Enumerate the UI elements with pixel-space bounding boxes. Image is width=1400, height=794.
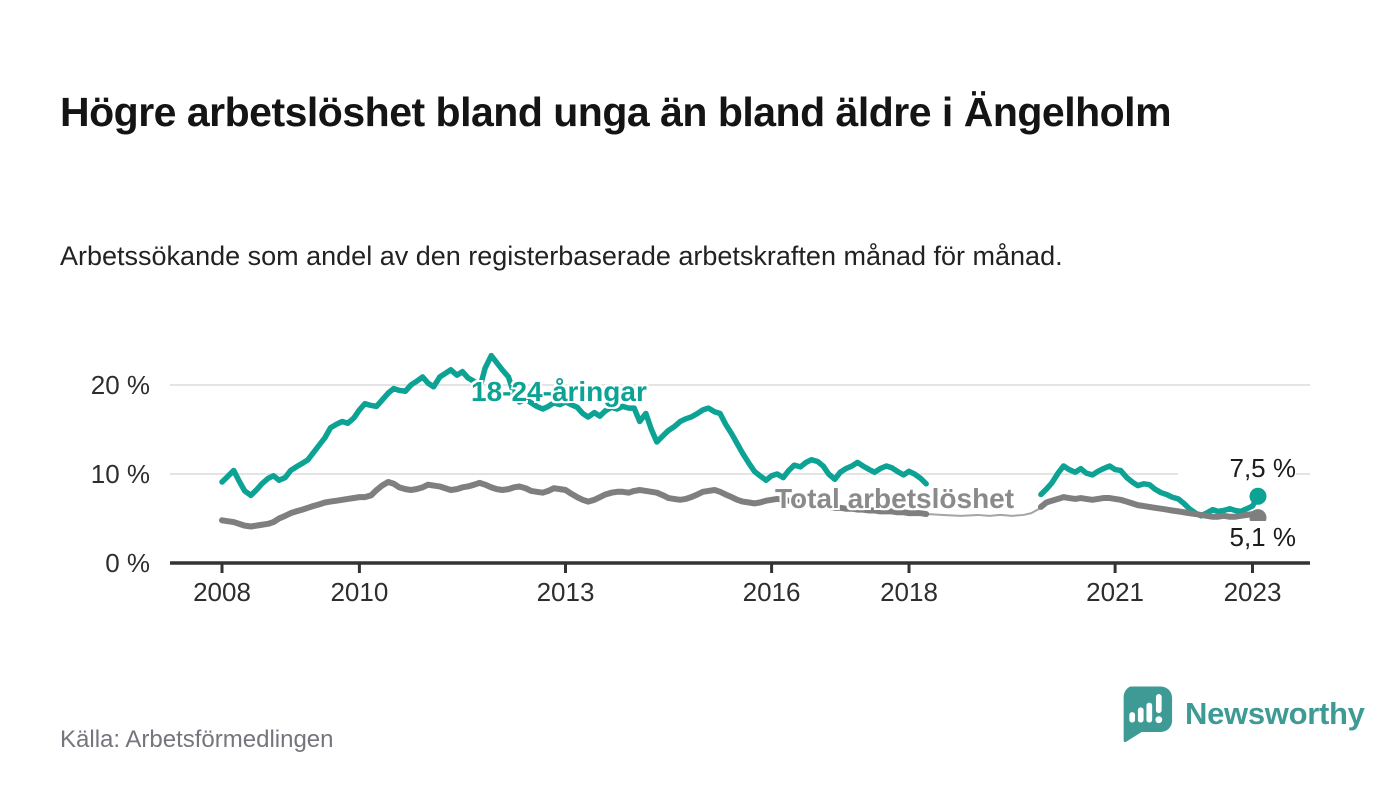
series-label-18-24: 18-24-åringar bbox=[471, 376, 647, 407]
source-credit: Källa: Arbetsförmedlingen bbox=[60, 726, 334, 753]
page-title: Högre arbetslöshet bland unga än bland ä… bbox=[60, 89, 1172, 136]
series-line bbox=[219, 352, 929, 499]
x-tick-label: 2016 bbox=[742, 577, 801, 607]
x-tick-label: 2023 bbox=[1223, 577, 1282, 607]
chart-subtitle: Arbetssökande som andel av den registerb… bbox=[60, 241, 1063, 271]
newsworthy-logo-icon bbox=[1123, 686, 1173, 743]
series-line bbox=[219, 479, 930, 530]
newsworthy-logo: Newsworthy bbox=[1117, 684, 1365, 744]
series-end-dot bbox=[1249, 487, 1267, 505]
brand-name: Newsworthy bbox=[1185, 696, 1365, 731]
x-tick-label: 2008 bbox=[193, 577, 251, 607]
end-value-label-18-24: 7,5 % bbox=[1178, 452, 1296, 486]
end-value-label-total: 5,1 % bbox=[1178, 521, 1296, 555]
y-tick-label: 0 % bbox=[105, 548, 150, 578]
gap-connector-line bbox=[926, 506, 1042, 517]
x-tick-label: 2018 bbox=[880, 577, 938, 607]
series-line bbox=[1038, 463, 1261, 519]
series-line bbox=[1037, 494, 1261, 521]
x-tick-label: 2013 bbox=[536, 577, 595, 607]
y-tick-label: 10 % bbox=[90, 459, 150, 489]
x-tick-label: 2010 bbox=[330, 577, 389, 607]
series-label-total: Total arbetslöshet bbox=[775, 483, 1015, 514]
x-tick-label: 2021 bbox=[1086, 577, 1145, 607]
y-tick-label: 20 % bbox=[90, 370, 150, 400]
